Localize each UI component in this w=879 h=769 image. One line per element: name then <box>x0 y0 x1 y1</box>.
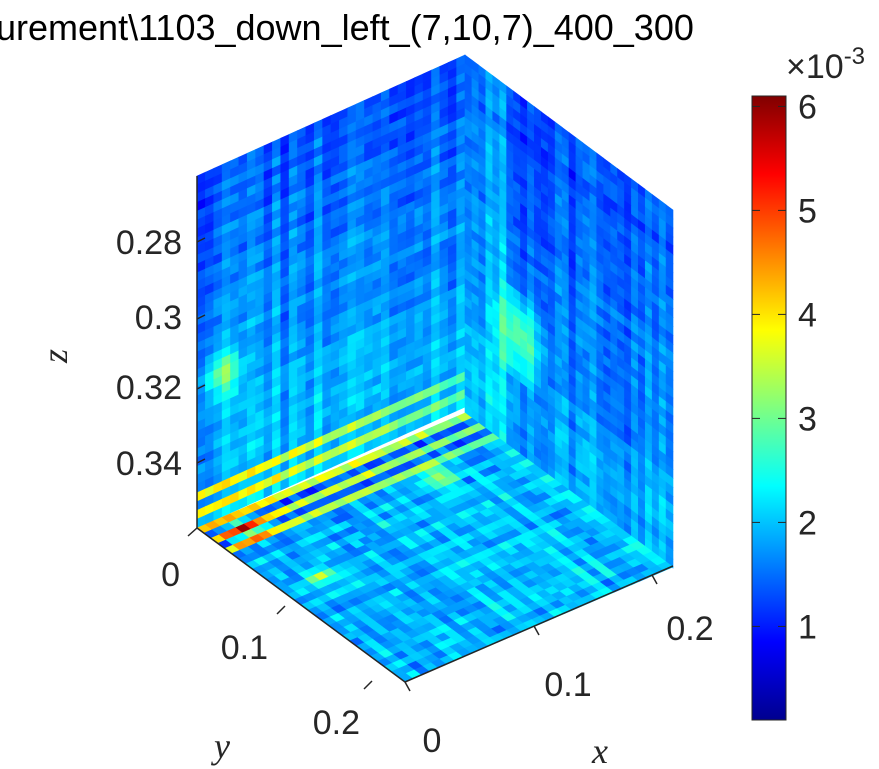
y-tick-label-2: 0.2 <box>313 704 360 742</box>
x-axis-label: x <box>591 731 608 769</box>
y-axis-label: y <box>211 726 230 766</box>
slice-faces <box>196 54 674 683</box>
z-axis-label: z <box>35 349 75 364</box>
z-tick-label-3: 0.34 <box>116 445 182 483</box>
colorbar-tick-label-1: 2 <box>798 504 817 542</box>
colorbar-multiplier-exponent: -3 <box>844 43 865 70</box>
chart-title: urement\1103_down_left_(7,10,7)_400_300 <box>0 7 694 48</box>
colorbar: 1 2 3 4 5 6 ×10-3 <box>751 43 865 721</box>
colorbar-multiplier: ×10-3 <box>786 43 865 86</box>
colorbar-tick-label-5: 6 <box>798 88 817 126</box>
x-tick-label-2: 0.2 <box>666 610 713 648</box>
colorbar-multiplier-base: ×10 <box>786 48 844 86</box>
slice-x-cell <box>665 553 674 569</box>
colorbar-tick-label-0: 1 <box>798 608 817 646</box>
y-tick-label-0: 0 <box>161 556 180 594</box>
colorbar-tick-label-4: 5 <box>798 192 817 230</box>
z-tick-label-2: 0.32 <box>116 369 182 407</box>
y-tick-label-1: 0.1 <box>221 629 268 667</box>
x-axis-ticks: 0 0.1 0.2 <box>404 574 714 760</box>
x-axis-line <box>404 565 674 683</box>
colorbar-ticks: 1 2 3 4 5 6 <box>752 88 817 646</box>
colorbar-gradient <box>751 95 787 721</box>
colorbar-tick-label-3: 4 <box>798 296 817 334</box>
z-tick-label-1: 0.3 <box>135 299 182 337</box>
z-tick-label-0: 0.28 <box>116 224 182 262</box>
colorbar-tick-label-2: 3 <box>798 400 817 438</box>
y-axis-ticks: 0 0.1 0.2 <box>161 527 373 742</box>
x-tick-label-1: 0.1 <box>544 666 591 704</box>
x-tick-label-0: 0 <box>423 722 442 760</box>
y-axis-line <box>196 527 406 683</box>
z-axis-ticks: 0.28 0.3 0.32 0.34 <box>116 224 206 483</box>
